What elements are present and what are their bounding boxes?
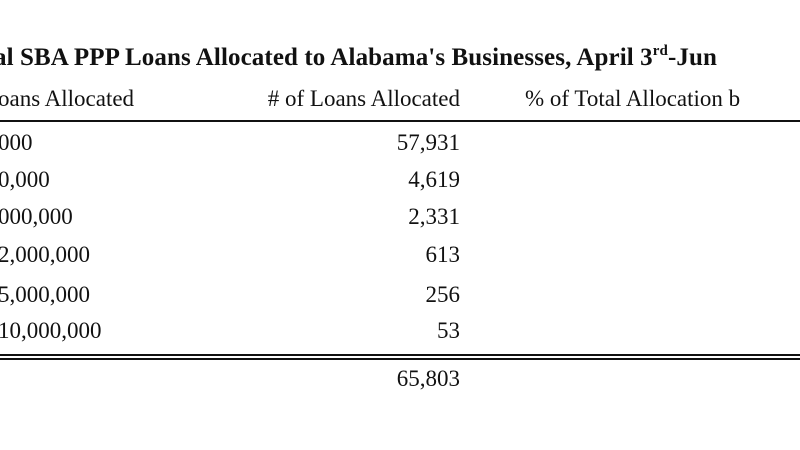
- loan-size-cell: 10,000,000: [0, 318, 102, 343]
- loan-size-cell: 2,000,000: [0, 242, 90, 267]
- header-rule: [0, 120, 800, 122]
- table-row: 0,000 4,619: [0, 167, 800, 203]
- loan-size-cell: 0,000: [0, 167, 50, 192]
- table-row: 000,000 2,331: [0, 204, 800, 240]
- table-row: 5,000,000 256: [0, 282, 800, 318]
- title-end: -Jun: [667, 44, 718, 71]
- loan-size-cell: 000: [0, 130, 33, 155]
- title-superscript: rd: [652, 43, 668, 59]
- title-main: al SBA PPP Loans Allocated to Alabama's …: [0, 44, 653, 71]
- loan-count-cell: 57,931: [396, 130, 460, 155]
- total-rule-lower: [0, 358, 800, 360]
- loan-count-cell: 256: [425, 282, 461, 307]
- loan-count-cell: 53: [437, 318, 460, 343]
- header-percent-allocation: % of Total Allocation b: [525, 86, 741, 111]
- table-row: 10,000,000 53: [0, 318, 800, 354]
- loan-count-cell: 4,619: [408, 167, 460, 192]
- table-row: 000 57,931: [0, 130, 800, 166]
- total-loan-count: 65,803: [396, 366, 460, 391]
- loan-size-cell: 000,000: [0, 204, 73, 229]
- loan-count-cell: 613: [425, 242, 461, 267]
- total-rule-upper: [0, 354, 800, 356]
- header-loan-size: oans Allocated: [0, 86, 135, 111]
- loan-count-cell: 2,331: [408, 204, 460, 229]
- table-title: al SBA PPP Loans Allocated to Alabama's …: [0, 43, 718, 72]
- loan-size-cell: 5,000,000: [0, 282, 90, 307]
- header-loan-count: # of Loans Allocated: [267, 86, 460, 111]
- table-row: 2,000,000 613: [0, 242, 800, 278]
